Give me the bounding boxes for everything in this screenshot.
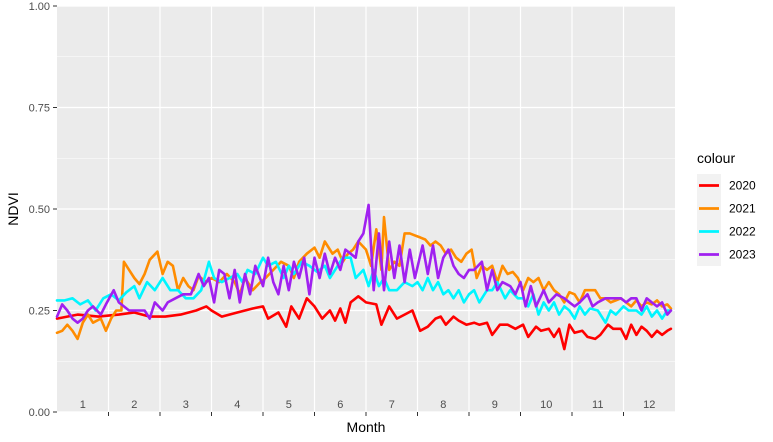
x-axis-title: Month: [347, 419, 386, 435]
month-label: 5: [286, 399, 292, 411]
series-line-2022: [55, 256, 673, 324]
y-tick-label: 0.50: [29, 204, 50, 216]
month-label: 12: [643, 399, 655, 411]
month-label: 10: [540, 399, 552, 411]
month-label: 3: [183, 399, 189, 411]
legend-title: colour: [697, 150, 735, 166]
month-labels: 1 2 3 4 5 6 7 8 9 10 11 12: [80, 399, 656, 411]
legend-label-2021: 2021: [729, 202, 756, 216]
month-label: 1: [80, 399, 86, 411]
month-label: 9: [492, 399, 498, 411]
series-line-2023: [55, 203, 673, 324]
y-tick-label: 0.00: [29, 407, 50, 419]
grid-lines: [57, 5, 675, 413]
axes: 0.00 0.25 0.50 0.75 1.00: [29, 1, 624, 419]
series-lines: [55, 203, 673, 351]
legend-label-2023: 2023: [729, 248, 756, 262]
legend-label-2020: 2020: [729, 179, 756, 193]
month-label: 11: [592, 399, 603, 411]
series-line-2021: [55, 215, 673, 341]
y-axis-title: NDVI: [5, 192, 21, 225]
month-label: 8: [440, 399, 446, 411]
month-label: 7: [389, 399, 395, 411]
month-label: 2: [131, 399, 137, 411]
legend-label-2022: 2022: [729, 225, 756, 239]
month-label: 6: [337, 399, 343, 411]
y-tick-label: 0.25: [29, 306, 50, 318]
legend: colour 2020 2021 2022 2023: [697, 150, 756, 266]
y-tick-label: 1.00: [29, 1, 50, 13]
series-line-2020: [55, 295, 673, 351]
month-label: 4: [234, 399, 240, 411]
y-tick-label: 0.75: [29, 103, 50, 115]
